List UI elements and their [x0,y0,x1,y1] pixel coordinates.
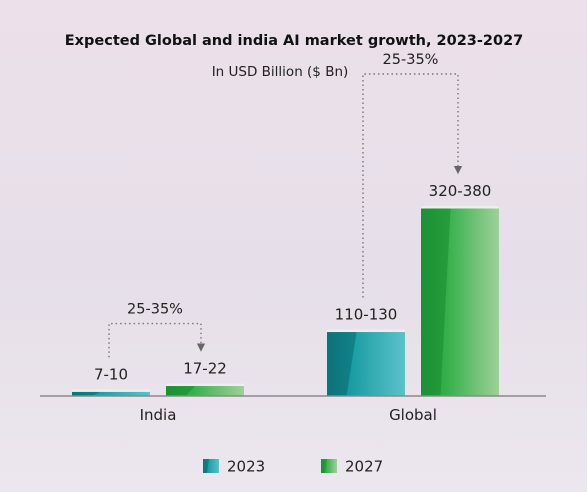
x-axis-labels: India Global [140,406,437,424]
chart-title: Expected Global and india AI market grow… [65,33,524,49]
legend: 2023 2027 [203,458,383,476]
data-label: 320-380 [429,182,492,200]
bar-global-2023 [327,329,405,396]
growth-label: 25-35% [383,52,439,68]
annotations-layer: 25-35% 25-35% [108,52,463,358]
chart-subtitle: In USD Billion ($ Bn) [212,64,349,80]
x-tick-label: Global [389,406,437,424]
growth-arrow [362,73,463,298]
data-label: 17-22 [183,360,227,378]
data-label: 110-130 [335,306,398,324]
legend-item-2027: 2027 [321,458,383,476]
legend-label: 2023 [227,458,265,476]
growth-arrow [108,322,206,358]
x-tick-label: India [140,406,177,424]
legend-label: 2027 [345,458,383,476]
bar-india-2023 [72,389,150,396]
legend-item-2023: 2023 [203,458,265,476]
bar-india-2027 [166,383,244,396]
bar-global-2027 [421,206,499,396]
bars-layer: 7-10 17-22 110-130 320-380 [72,182,499,396]
growth-label: 25-35% [127,302,183,318]
data-label: 7-10 [94,365,128,383]
